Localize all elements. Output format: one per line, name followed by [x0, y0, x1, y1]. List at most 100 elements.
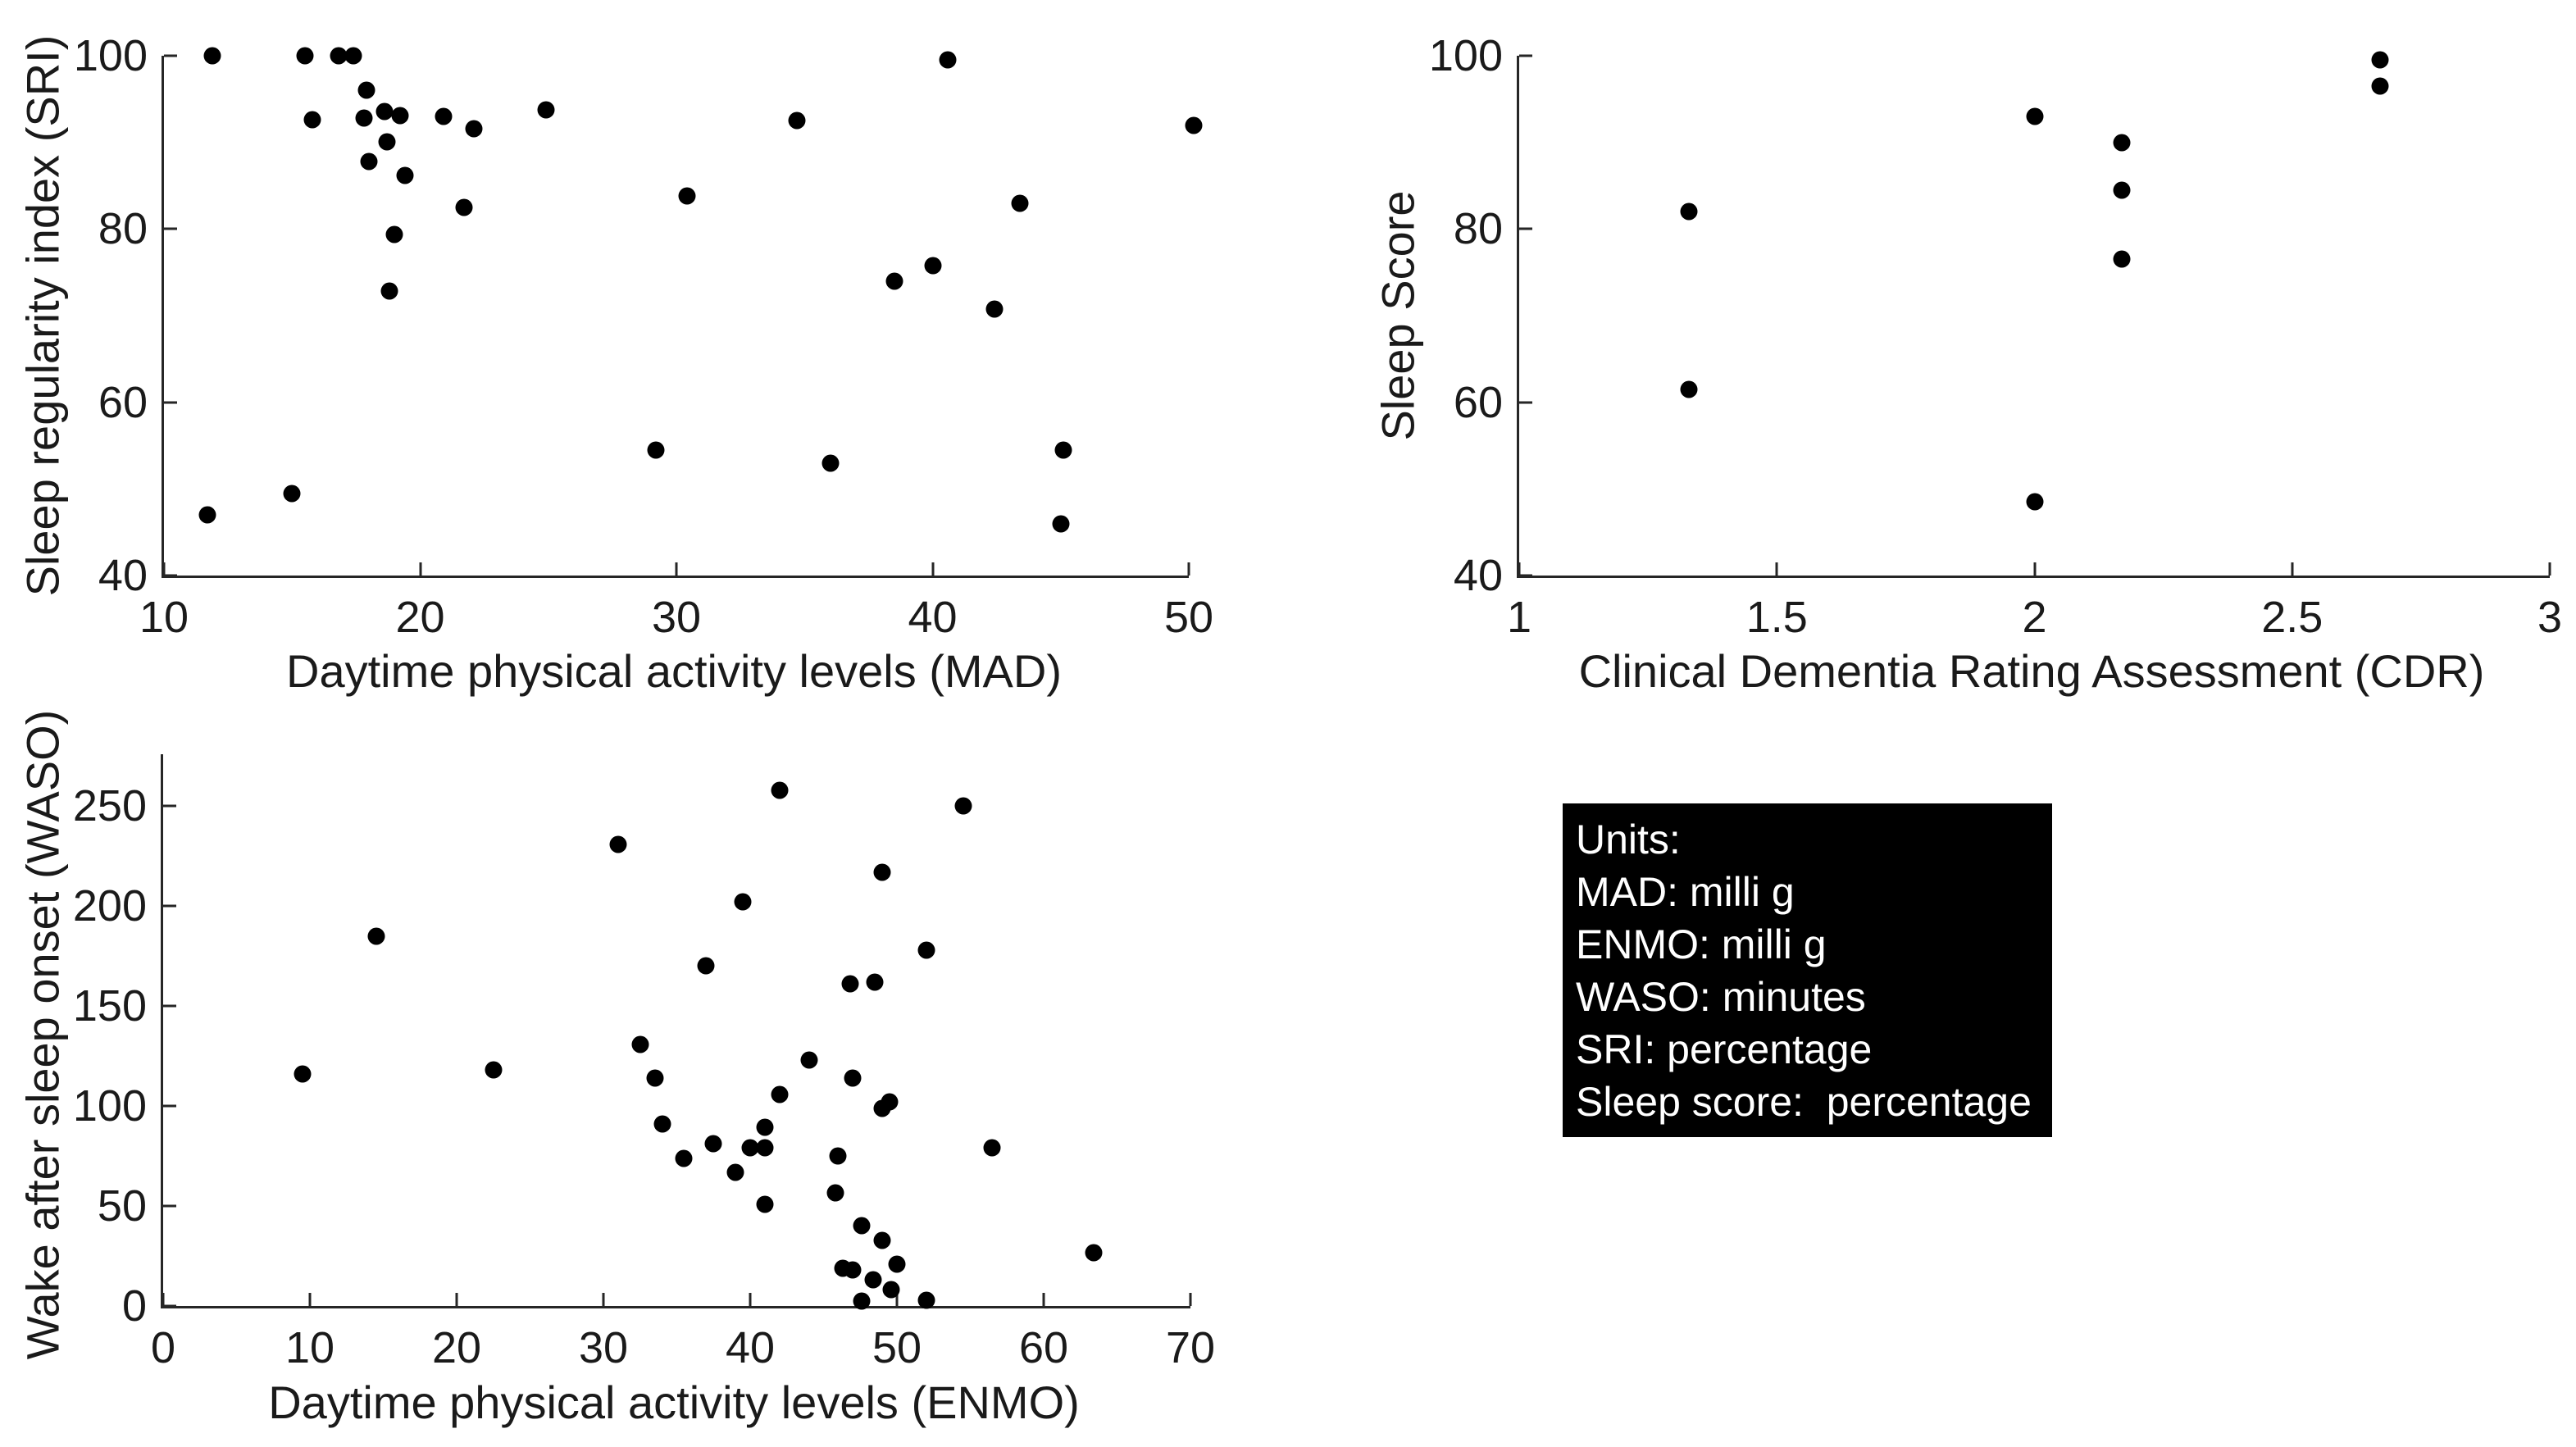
data-point: [985, 300, 1003, 318]
data-point: [678, 187, 695, 205]
y-tick-mark: [163, 904, 176, 908]
data-point: [844, 1261, 862, 1279]
data-point: [1680, 202, 1698, 221]
x-tick-mark: [1187, 562, 1190, 576]
data-point: [1185, 116, 1203, 134]
data-point: [631, 1035, 649, 1053]
data-point: [1011, 194, 1029, 212]
y-tick-mark: [1519, 401, 1532, 404]
x-tick-label: 70: [1165, 1323, 1216, 1372]
data-point: [917, 941, 935, 959]
units-line: MAD: milli g: [1576, 869, 1795, 915]
x-tick-label: 20: [395, 593, 445, 642]
y-tick-mark: [163, 1104, 176, 1108]
data-point: [367, 927, 385, 945]
data-point: [396, 166, 414, 184]
data-point: [1054, 441, 1072, 459]
x-tick-mark: [1189, 1293, 1192, 1306]
y-axis-label: Sleep regularity index (SRI): [16, 34, 69, 597]
data-point: [853, 1217, 871, 1235]
data-point: [888, 1255, 906, 1273]
data-point: [2026, 493, 2043, 511]
x-tick-mark: [931, 562, 934, 576]
y-tick-mark: [163, 1304, 176, 1308]
x-tick-mark: [2548, 562, 2551, 576]
data-point: [294, 1065, 312, 1083]
y-axis-label: Wake after sleep onset (WASO): [16, 709, 69, 1360]
x-axis-label: Daytime physical activity levels (MAD): [286, 645, 1062, 697]
data-point: [771, 781, 789, 799]
plot-area: 0 10 20 30 40 50 60 70 0 50 100 150 200 250: [73, 754, 1215, 1372]
x-tick-label: 10: [139, 593, 189, 642]
x-tick-label: 50: [1163, 593, 1214, 642]
data-point: [853, 1292, 871, 1310]
data-point: [283, 485, 301, 503]
data-point: [983, 1139, 1001, 1157]
x-tick-label: 2.5: [2261, 593, 2323, 642]
y-tick-label: 150: [72, 981, 147, 1031]
data-point: [1680, 380, 1698, 398]
data-point: [704, 1135, 722, 1153]
x-axis-label: Daytime physical activity levels (ENMO): [268, 1376, 1080, 1428]
x-tick-label: 50: [872, 1323, 922, 1372]
data-point: [303, 111, 321, 129]
y-axis-label: Sleep Score: [1372, 190, 1424, 441]
data-point: [485, 1061, 503, 1079]
x-tick-mark: [419, 562, 421, 576]
y-tick-mark: [164, 574, 177, 577]
data-point: [296, 47, 314, 65]
x-tick-mark: [1518, 562, 1521, 576]
data-point: [882, 1281, 900, 1299]
data-point: [834, 1259, 852, 1277]
units-line: Sleep score: percentage: [1576, 1079, 2032, 1125]
x-tick-label: 0: [150, 1323, 176, 1372]
x-tick-mark: [749, 1293, 752, 1306]
data-point: [924, 257, 941, 275]
data-point: [2113, 181, 2131, 199]
data-point: [826, 1184, 844, 1202]
data-point: [866, 973, 884, 991]
data-point: [829, 1147, 847, 1165]
x-tick-label: 1: [1506, 593, 1532, 642]
y-tick-label: 0: [121, 1281, 147, 1331]
data-point: [756, 1195, 774, 1213]
x-tick-label: 60: [1018, 1323, 1069, 1372]
data-point: [2113, 250, 2131, 268]
data-point: [734, 893, 752, 911]
x-tick-mark: [162, 562, 166, 576]
y-tick-label: 100: [72, 1081, 147, 1131]
data-point: [537, 101, 555, 118]
data-point: [344, 47, 362, 65]
data-point: [380, 282, 398, 300]
data-point: [873, 1231, 891, 1249]
data-point: [378, 133, 396, 151]
y-tick-mark: [164, 54, 177, 57]
data-point: [198, 506, 216, 524]
x-tick-label: 2: [2022, 593, 2047, 642]
x-tick-mark: [895, 1293, 899, 1306]
data-point: [726, 1163, 744, 1181]
x-tick-mark: [602, 1293, 605, 1306]
data-point: [647, 441, 665, 459]
y-tick-label: 60: [98, 377, 148, 427]
x-tick-mark: [1042, 1293, 1045, 1306]
y-tick-mark: [164, 401, 177, 404]
units-legend-box: Units: MAD: milli g ENMO: milli g WASO: min…: [1563, 803, 2052, 1137]
units-line: Units:: [1576, 817, 1681, 862]
x-tick-mark: [455, 1293, 458, 1306]
data-point: [2026, 107, 2043, 125]
data-point: [455, 198, 473, 216]
data-point: [385, 225, 403, 243]
x-tick-label: 10: [284, 1323, 335, 1372]
data-point: [360, 152, 378, 171]
data-point: [873, 863, 891, 881]
data-point: [864, 1271, 882, 1289]
units-line: ENMO: milli g: [1576, 921, 1827, 967]
x-tick-label: 20: [431, 1323, 482, 1372]
x-tick-label: 40: [725, 1323, 776, 1372]
x-tick-mark: [2291, 562, 2294, 576]
data-point: [375, 102, 394, 121]
data-point: [355, 109, 373, 127]
data-point: [675, 1149, 693, 1167]
